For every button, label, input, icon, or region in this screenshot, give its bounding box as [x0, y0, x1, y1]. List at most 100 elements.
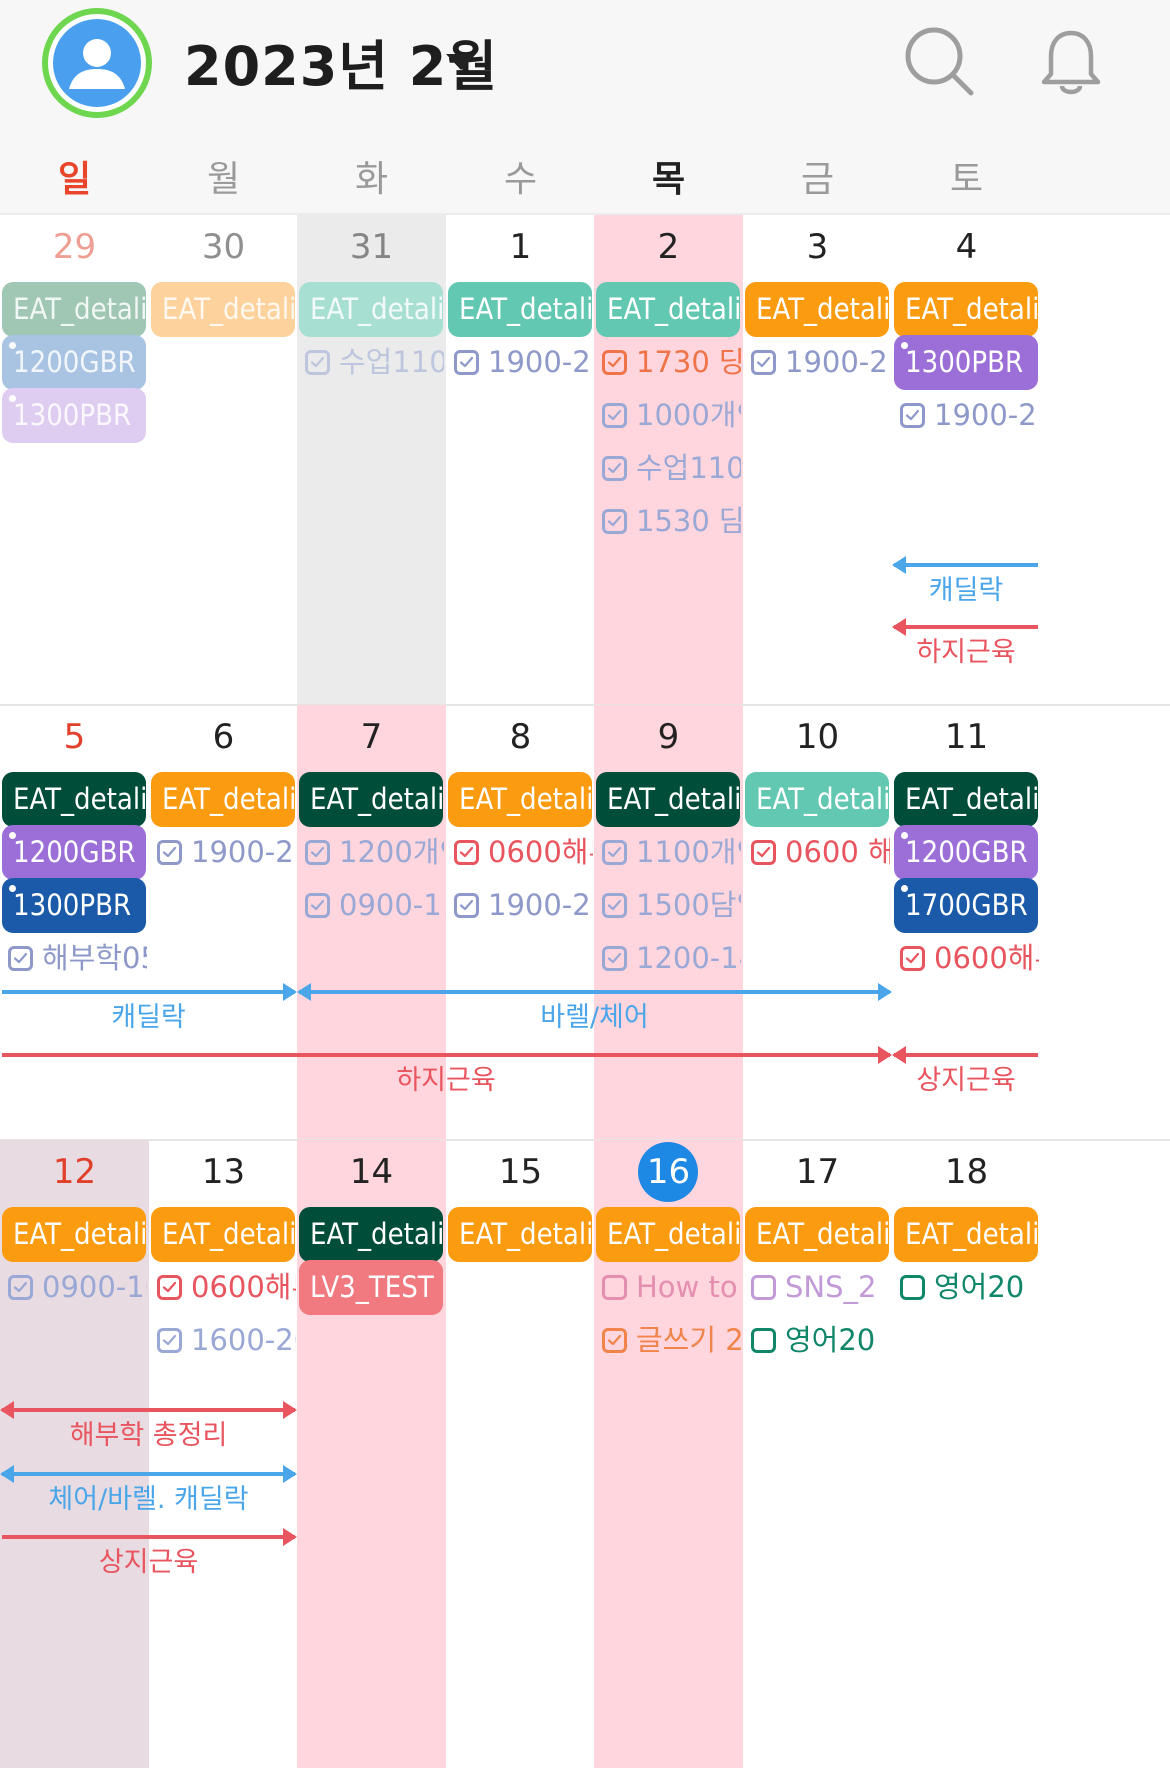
month-title[interactable]: 2023년 2월: [184, 35, 499, 98]
task-item[interactable]: 1200-140: [594, 933, 741, 983]
date-number[interactable]: 5: [63, 717, 86, 757]
multi-day-span[interactable]: [297, 983, 892, 1001]
checkbox-checked-icon[interactable]: [751, 350, 776, 375]
checkbox-checked-icon[interactable]: [8, 1275, 33, 1300]
calendar-event[interactable]: EAT_detali: [596, 772, 740, 827]
checkbox-checked-icon[interactable]: [602, 456, 627, 481]
calendar-event[interactable]: 1200GBR: [2, 335, 146, 390]
calendar-event[interactable]: EAT_detali: [745, 772, 889, 827]
date-number[interactable]: 4: [955, 227, 978, 267]
calendar-event[interactable]: EAT_detali: [894, 282, 1038, 337]
multi-day-span[interactable]: [0, 1401, 297, 1419]
checkbox-checked-icon[interactable]: [305, 893, 330, 918]
task-item[interactable]: 1900-210: [446, 880, 593, 930]
multi-day-span[interactable]: [0, 1465, 297, 1483]
calendar-event[interactable]: EAT_detali: [2, 1207, 146, 1262]
calendar-event[interactable]: EAT_detali: [745, 282, 889, 337]
task-item[interactable]: 1000개인: [594, 390, 741, 440]
task-item[interactable]: 영어20: [743, 1315, 890, 1365]
avatar[interactable]: [42, 8, 152, 118]
task-item[interactable]: 1900-210: [446, 337, 593, 387]
task-item[interactable]: 1200개인: [297, 827, 444, 877]
span-label[interactable]: 상지근육: [916, 1065, 1016, 1096]
multi-day-span[interactable]: [2, 983, 297, 1001]
checkbox-checked-icon[interactable]: [157, 1328, 182, 1353]
date-number[interactable]: 12: [52, 1152, 97, 1192]
task-item[interactable]: 글쓰기 20: [594, 1315, 741, 1365]
task-item[interactable]: 0900-120: [297, 880, 444, 930]
span-label[interactable]: 해부학 총정리: [69, 1420, 228, 1451]
task-item[interactable]: 1500담임: [594, 880, 741, 930]
span-label[interactable]: 하지근육: [396, 1065, 496, 1096]
calendar-event[interactable]: EAT_detali: [151, 282, 295, 337]
date-number[interactable]: 30: [201, 227, 246, 267]
date-number[interactable]: 16: [646, 1152, 691, 1192]
date-number[interactable]: 10: [795, 717, 840, 757]
date-number[interactable]: 6: [212, 717, 235, 757]
calendar-event[interactable]: 1300PBR: [2, 388, 146, 443]
calendar-event[interactable]: EAT_detali: [448, 772, 592, 827]
date-number[interactable]: 9: [657, 717, 680, 757]
date-number[interactable]: 18: [944, 1152, 989, 1192]
checkbox-checked-icon[interactable]: [602, 1328, 627, 1353]
multi-day-span[interactable]: [892, 1046, 1038, 1064]
checkbox-checked-icon[interactable]: [8, 946, 33, 971]
calendar-event[interactable]: 1300PBR: [2, 878, 146, 933]
calendar-event[interactable]: 1300PBR: [894, 335, 1038, 390]
search-icon[interactable]: [904, 26, 976, 98]
date-number[interactable]: 8: [509, 717, 532, 757]
task-item[interactable]: How to do: [594, 1262, 741, 1312]
checkbox-checked-icon[interactable]: [602, 403, 627, 428]
checkbox-checked-icon[interactable]: [602, 946, 627, 971]
date-number[interactable]: 15: [498, 1152, 543, 1192]
task-item[interactable]: 1600-200: [149, 1315, 296, 1365]
checkbox-checked-icon[interactable]: [602, 350, 627, 375]
calendar-event[interactable]: EAT_detali: [596, 1207, 740, 1262]
checkbox-checked-icon[interactable]: [454, 350, 479, 375]
checkbox-checked-icon[interactable]: [454, 840, 479, 865]
checkbox-checked-icon[interactable]: [602, 509, 627, 534]
calendar-event[interactable]: 1700GBR: [894, 878, 1038, 933]
calendar-event[interactable]: EAT_detali: [299, 1207, 443, 1262]
span-label[interactable]: 캐딜락: [111, 1002, 186, 1033]
date-number[interactable]: 3: [806, 227, 829, 267]
date-number[interactable]: 17: [795, 1152, 840, 1192]
task-item[interactable]: 0600해부: [446, 827, 593, 877]
checkbox-empty-icon[interactable]: [751, 1328, 776, 1353]
calendar-event[interactable]: LV3_TEST: [299, 1260, 443, 1315]
task-item[interactable]: 1900-210: [149, 827, 296, 877]
date-number[interactable]: 7: [360, 717, 383, 757]
task-item[interactable]: 0600 해부: [743, 827, 890, 877]
span-label[interactable]: 체어/바렐. 캐딜락: [48, 1484, 249, 1515]
calendar-event[interactable]: EAT_detali: [2, 772, 146, 827]
calendar-event[interactable]: EAT_detali: [894, 772, 1038, 827]
multi-day-span[interactable]: [2, 1046, 892, 1064]
checkbox-checked-icon[interactable]: [454, 893, 479, 918]
calendar-event[interactable]: EAT_detali: [151, 1207, 295, 1262]
calendar-event[interactable]: EAT_detali: [299, 772, 443, 827]
checkbox-checked-icon[interactable]: [900, 403, 925, 428]
date-number[interactable]: 13: [201, 1152, 246, 1192]
bell-icon[interactable]: [1040, 28, 1102, 98]
task-item[interactable]: 1530 담임: [594, 496, 741, 546]
task-item[interactable]: 1900-210: [892, 390, 1039, 440]
checkbox-checked-icon[interactable]: [157, 840, 182, 865]
date-number[interactable]: 1: [509, 227, 532, 267]
date-number[interactable]: 29: [52, 227, 97, 267]
task-item[interactable]: SNS_2: [743, 1262, 890, 1312]
task-item[interactable]: 해부학050: [0, 933, 147, 983]
checkbox-empty-icon[interactable]: [602, 1275, 627, 1300]
task-item[interactable]: 영어20: [892, 1262, 1039, 1312]
calendar-event[interactable]: EAT_detali: [596, 282, 740, 337]
task-item[interactable]: 수업1100-1: [594, 443, 741, 493]
span-label[interactable]: 하지근육: [916, 637, 1016, 668]
task-item[interactable]: 0900-160: [0, 1262, 147, 1312]
calendar-event[interactable]: EAT_detali: [745, 1207, 889, 1262]
multi-day-span[interactable]: [2, 1528, 297, 1546]
checkbox-checked-icon[interactable]: [602, 840, 627, 865]
multi-day-span[interactable]: [892, 556, 1038, 574]
span-label[interactable]: 상지근육: [98, 1547, 199, 1578]
checkbox-empty-icon[interactable]: [751, 1275, 776, 1300]
calendar-event[interactable]: EAT_detali: [448, 1207, 592, 1262]
span-label[interactable]: 캐딜락: [928, 575, 1004, 606]
